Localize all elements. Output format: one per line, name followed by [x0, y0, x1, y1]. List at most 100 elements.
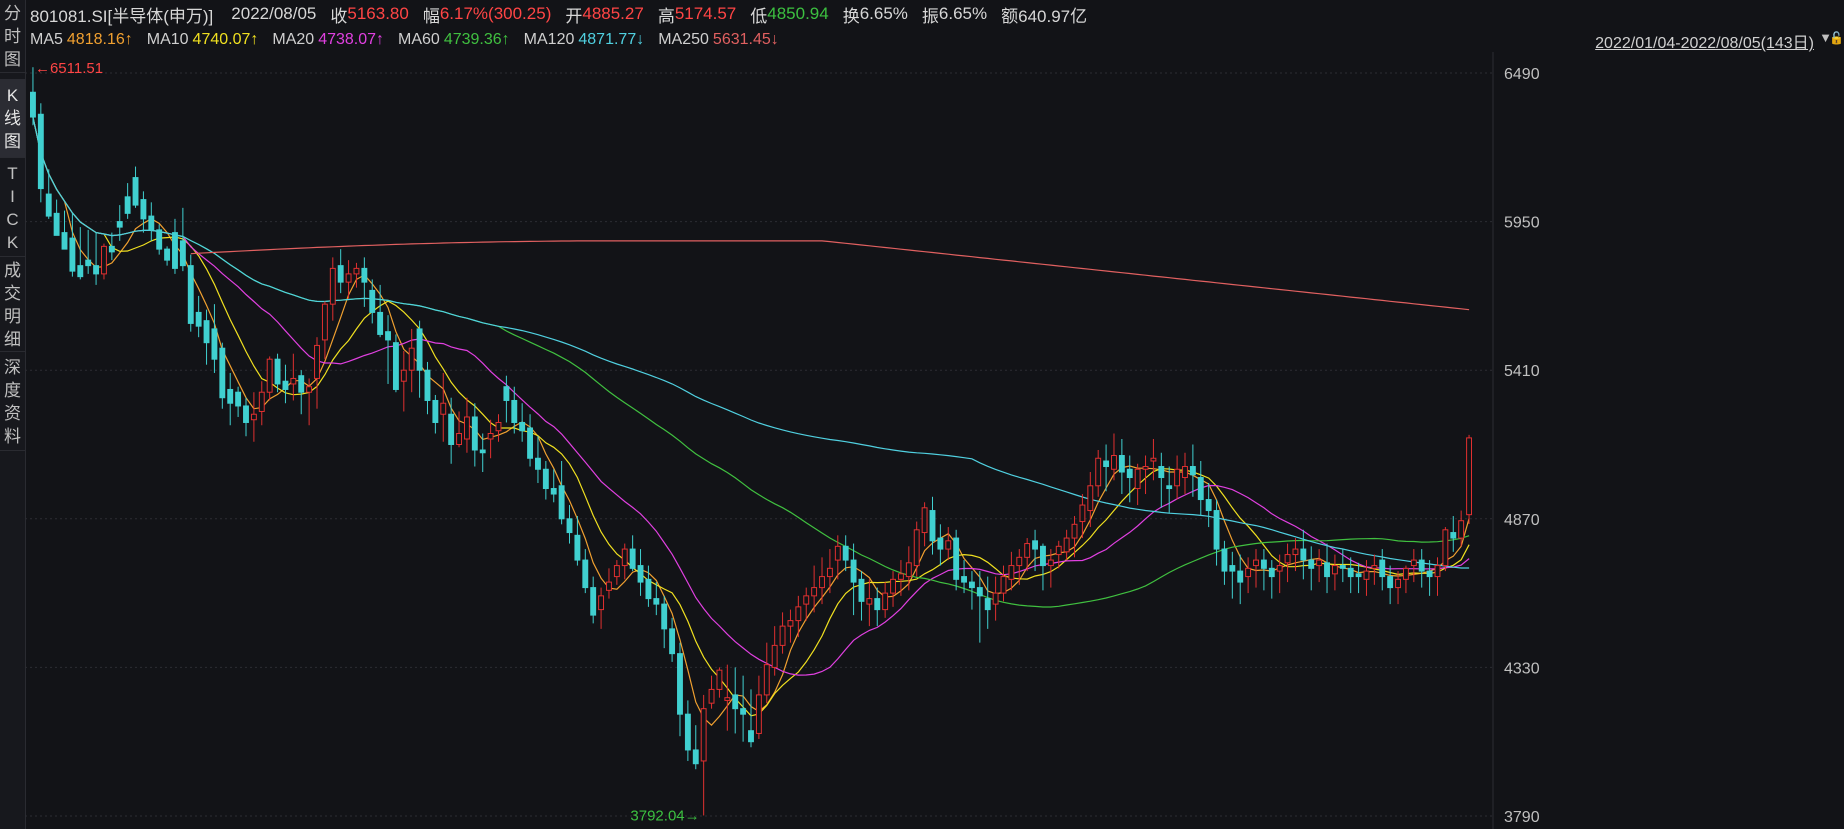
- candle-up: [1458, 520, 1465, 539]
- candle-down: [527, 427, 534, 459]
- candle-down: [1308, 559, 1315, 569]
- ma-legend-item: MA10 4740.07↑: [147, 31, 259, 49]
- turnover-value: 6.65%: [859, 4, 908, 23]
- change-pct: 6.17%: [439, 4, 489, 23]
- candle-up: [1055, 545, 1062, 556]
- candle-down: [1339, 565, 1346, 569]
- candle-down: [108, 245, 115, 253]
- candle-up: [1016, 556, 1023, 567]
- candle-down: [235, 391, 242, 407]
- lock-icon[interactable]: 🔓: [1829, 31, 1844, 45]
- candle-up: [353, 267, 360, 275]
- amount-label: 额: [1001, 6, 1019, 26]
- candle-down: [590, 587, 597, 616]
- candle-up: [1047, 559, 1054, 567]
- candle-down: [858, 578, 865, 602]
- candle-up: [440, 402, 447, 415]
- candle-down: [337, 265, 344, 283]
- candle-up: [1071, 523, 1078, 539]
- candle-up: [882, 592, 889, 611]
- candle-up: [408, 347, 415, 371]
- candle-up: [724, 697, 731, 701]
- candle-down: [1189, 466, 1196, 476]
- high-label: 高: [657, 6, 675, 26]
- candle-up: [866, 598, 873, 605]
- candle-down: [984, 598, 991, 611]
- date-range-selector[interactable]: 2022/01/04-2022/08/05(143日): [1595, 35, 1814, 52]
- candle-down: [937, 537, 944, 550]
- quote-date: 2022/08/05: [231, 4, 317, 23]
- candle-down: [929, 510, 936, 542]
- change-abs: (300.25): [488, 4, 552, 23]
- candle-up: [890, 578, 896, 594]
- open-value: 4885.27: [582, 4, 644, 23]
- candle-down: [148, 215, 155, 231]
- candle-down: [1355, 573, 1362, 578]
- candle-down: [645, 578, 652, 600]
- candle-down: [377, 311, 384, 335]
- candle-down: [37, 113, 44, 190]
- candle-up: [708, 688, 715, 704]
- tab-trade-detail[interactable]: 成交明细: [0, 259, 25, 352]
- candle-down: [1379, 559, 1386, 578]
- candle-down: [219, 347, 226, 399]
- candle-up: [1466, 437, 1473, 516]
- ma-value: 4739.36↑: [443, 31, 510, 48]
- candle-down: [1426, 570, 1433, 578]
- candle-up: [1008, 565, 1015, 580]
- candle-up: [834, 545, 841, 561]
- candle-up: [1000, 576, 1007, 594]
- ma-label: MA10: [146, 31, 189, 48]
- candle-down: [124, 196, 131, 214]
- candle-up: [1253, 559, 1259, 567]
- candle-down: [550, 488, 557, 495]
- candle-up: [992, 592, 999, 605]
- candle-up: [1182, 466, 1188, 479]
- candle-up: [1150, 457, 1157, 462]
- candle-down: [1158, 466, 1165, 479]
- candle-down: [511, 399, 518, 423]
- candle-up: [1402, 567, 1409, 580]
- candle-down: [953, 537, 960, 580]
- candle-down: [558, 485, 565, 520]
- candle-down: [503, 386, 510, 401]
- candle-down: [211, 328, 218, 360]
- ma-value: 4740.07↑: [192, 31, 259, 48]
- ma-label: MA60: [398, 31, 440, 48]
- candlestick-chart[interactable]: 6490 5950 5410 4870 4330 3790 ←6511.51 3792.04→: [25, 52, 1844, 829]
- candle-down: [298, 375, 305, 393]
- candle-down: [1324, 562, 1330, 578]
- ma-label: MA20: [272, 31, 315, 48]
- candle-up: [456, 432, 462, 445]
- candle-down: [1418, 559, 1425, 572]
- candle-up: [1063, 537, 1070, 553]
- candle-down: [732, 694, 739, 710]
- candle-down: [1103, 460, 1110, 468]
- candle-down: [77, 265, 84, 278]
- tab-intraday[interactable]: 分时图: [0, 0, 25, 73]
- ma-legend-item: MA250 5631.45↓: [658, 31, 779, 49]
- turnover-label: 换: [842, 6, 860, 26]
- ma-legend-item: MA5 4818.16↑: [30, 31, 133, 49]
- candle-down: [566, 518, 573, 534]
- dropdown-icon[interactable]: ▼: [1819, 30, 1832, 45]
- candle-down: [677, 653, 683, 715]
- tab-depth[interactable]: 深度资料: [0, 354, 25, 451]
- ma-label: MA120: [523, 31, 575, 48]
- high-annotation: ←6511.51: [35, 60, 103, 77]
- candle-down: [479, 449, 486, 454]
- candle-down: [282, 380, 289, 390]
- candle-down: [519, 421, 526, 432]
- candle-up: [290, 377, 297, 385]
- candle-up: [400, 369, 407, 382]
- y-tick-label: 3790: [1504, 809, 1540, 826]
- candle-down: [1450, 532, 1457, 539]
- candle-down: [1032, 540, 1039, 550]
- low-label: 低: [750, 6, 768, 26]
- candle-up: [321, 303, 328, 341]
- candle-down: [637, 565, 644, 583]
